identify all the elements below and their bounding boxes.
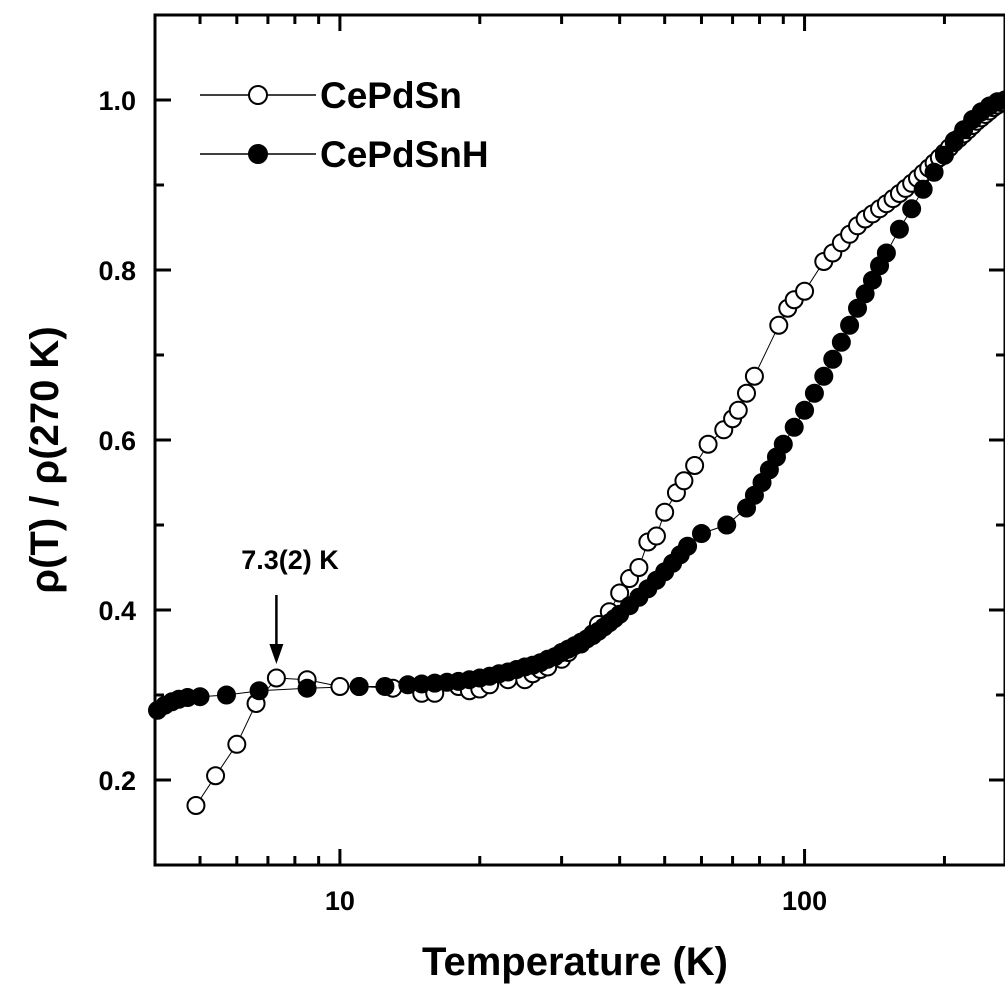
legend: CePdSn CePdSnH — [200, 75, 489, 175]
cepdsnh-point — [773, 434, 793, 454]
annotation-arrow-head — [269, 644, 284, 664]
y-tick-label: 1.0 — [98, 86, 136, 116]
cepdsnh-point — [889, 219, 909, 239]
series-line-1 — [157, 99, 1005, 711]
cepdsn-point — [227, 734, 247, 754]
cepdsn-point — [266, 668, 286, 688]
cepdsn-point — [646, 526, 666, 546]
cepdsnh-point — [678, 536, 698, 556]
annotation: 7.3(2) K — [241, 545, 339, 664]
legend-open-circle-icon — [248, 85, 268, 105]
cepdsnh-point — [823, 349, 843, 369]
cepdsn-point — [795, 281, 815, 301]
y-tick-label: 0.8 — [98, 256, 136, 286]
cepdsnh-point — [902, 199, 922, 219]
cepdsnh-point — [814, 366, 834, 386]
cepdsn-point — [769, 315, 789, 335]
cepdsnh-point — [924, 162, 944, 182]
cepdsn-point — [655, 502, 675, 522]
cepdsn-point — [186, 796, 206, 815]
legend-label: CePdSn — [320, 75, 462, 116]
legend-label: CePdSnH — [320, 134, 489, 175]
y-tick-label: 0.2 — [98, 766, 136, 796]
y-tick-label: 0.6 — [98, 426, 136, 456]
cepdsn-point — [674, 471, 694, 491]
cepdsnh-point — [840, 315, 860, 335]
y-axis: 0.2 0.4 0.6 0.8 1.0 — [98, 13, 1005, 867]
plot-frame-rect — [153, 13, 1005, 867]
cepdsnh-point — [297, 678, 317, 698]
cepdsnh-point — [876, 243, 896, 263]
cepdsnh-point — [717, 515, 737, 535]
x-axis: 10 100 — [153, 15, 946, 916]
x-tick-label: 10 — [325, 886, 355, 916]
cepdsn-point — [744, 366, 764, 386]
cepdsnh-point — [995, 90, 1005, 110]
x-axis-title: Temperature (K) — [422, 940, 728, 984]
cepdsnh-point — [934, 145, 954, 165]
cepdsnh-point — [795, 400, 815, 420]
cepdsn-point — [685, 456, 705, 475]
y-tick-label: 0.4 — [98, 596, 136, 626]
cepdsn-point — [610, 583, 630, 603]
plot-frame — [153, 13, 1005, 867]
cepdsn-point — [737, 383, 757, 403]
x-tick-label: 100 — [782, 886, 827, 916]
cepdsn-point — [698, 434, 718, 454]
y-axis-title: ρ(T) / ρ(270 K) — [23, 326, 67, 593]
annotation-label: 7.3(2) K — [241, 545, 339, 575]
cepdsn-point — [206, 766, 226, 786]
cepdsn-point — [728, 400, 748, 420]
cepdsnh-point — [190, 687, 210, 707]
cepdsnh-point — [831, 332, 851, 352]
cepdsn-point — [629, 558, 649, 577]
series-points — [148, 90, 1005, 815]
cepdsn-point — [330, 677, 350, 696]
cepdsnh-point — [349, 677, 369, 696]
cepdsnh-point — [691, 524, 711, 543]
legend-filled-circle-icon — [248, 144, 268, 164]
cepdsnh-point — [913, 179, 933, 199]
cepdsnh-point — [784, 417, 804, 437]
cepdsnh-point — [804, 383, 824, 403]
cepdsnh-point — [249, 681, 269, 701]
cepdsnh-point — [375, 677, 395, 696]
cepdsnh-point — [216, 685, 236, 705]
cepdsnh-point — [848, 298, 868, 318]
